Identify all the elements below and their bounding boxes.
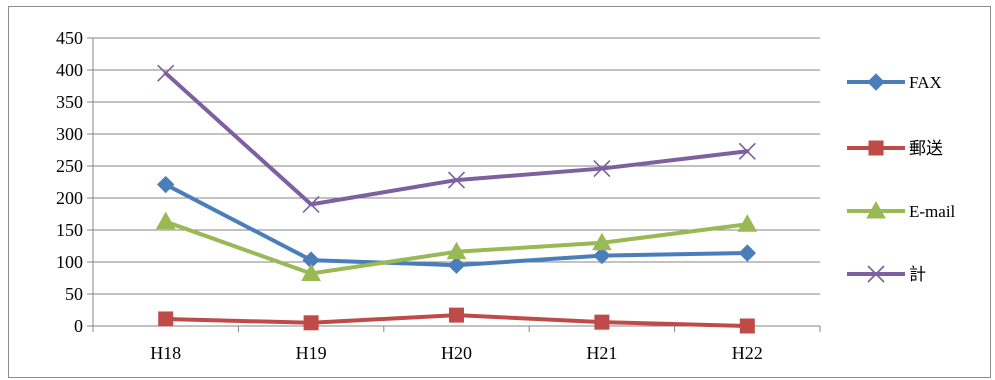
data-point-0-3	[593, 246, 611, 265]
series-group	[155, 64, 758, 334]
x-tick-label-H21: H21	[586, 343, 617, 363]
y-tick-label: 200	[56, 188, 83, 208]
y-tick-label: 350	[56, 92, 83, 112]
x-tick-label-H19: H19	[296, 343, 327, 363]
legend-marker	[866, 200, 886, 219]
grid-lines	[93, 37, 820, 295]
x-axis-ticks: H18 H19 H20 H21 H22	[92, 326, 821, 363]
data-point-1-0	[158, 311, 174, 327]
legend-marker	[867, 265, 885, 283]
legend-entry-1: 郵送	[847, 139, 943, 158]
data-point-0-4	[738, 244, 757, 262]
y-tick-label: 450	[56, 28, 83, 48]
data-point-2-2	[446, 241, 467, 260]
data-point-3-0	[157, 64, 175, 82]
legend-label: 計	[909, 265, 926, 284]
data-point-3-4	[738, 142, 756, 160]
data-point-2-0	[155, 211, 176, 230]
series-0	[156, 175, 757, 274]
data-point-1-4	[739, 318, 755, 334]
series-line-3	[163, 71, 750, 207]
legend: FAX 郵送 E-mail 計	[847, 73, 956, 284]
data-point-1-1	[303, 315, 319, 331]
legend-label: FAX	[909, 73, 942, 92]
data-point-3-3	[593, 159, 611, 178]
data-point-2-3	[592, 232, 612, 251]
x-tick-label-H22: H22	[732, 343, 763, 363]
y-tick-label: 50	[65, 284, 83, 304]
data-point-2-4	[737, 214, 758, 232]
legend-entry-2: E-mail	[847, 200, 956, 221]
y-tick-label: 150	[56, 220, 83, 240]
series-3	[157, 64, 756, 213]
data-point-1-3	[594, 314, 610, 330]
y-tick-label: 250	[56, 156, 83, 176]
legend-label: E-mail	[909, 202, 956, 221]
y-tick-label: 300	[56, 124, 83, 144]
y-tick-label: 0	[74, 316, 83, 336]
x-tick-label-H18: H18	[150, 343, 181, 363]
data-point-3-2	[447, 171, 466, 189]
series-1	[158, 307, 755, 334]
legend-marker	[868, 140, 884, 156]
data-point-0-2	[447, 256, 466, 274]
data-point-0-0	[156, 175, 175, 194]
y-axis-ticks: 0 50 100 150 200 250 300 350 400 450	[56, 28, 93, 336]
y-tick-label: 100	[56, 252, 83, 272]
data-point-2-1	[301, 263, 321, 282]
y-tick-label: 400	[56, 60, 83, 80]
data-point-3-1	[302, 195, 320, 213]
legend-entry-3: 計	[847, 265, 926, 284]
legend-label: 郵送	[909, 139, 943, 158]
legend-marker	[867, 73, 885, 91]
data-point-1-2	[449, 307, 464, 323]
series-2	[155, 211, 758, 282]
legend-entry-0: FAX	[847, 73, 942, 92]
x-tick-label-H20: H20	[441, 343, 472, 363]
